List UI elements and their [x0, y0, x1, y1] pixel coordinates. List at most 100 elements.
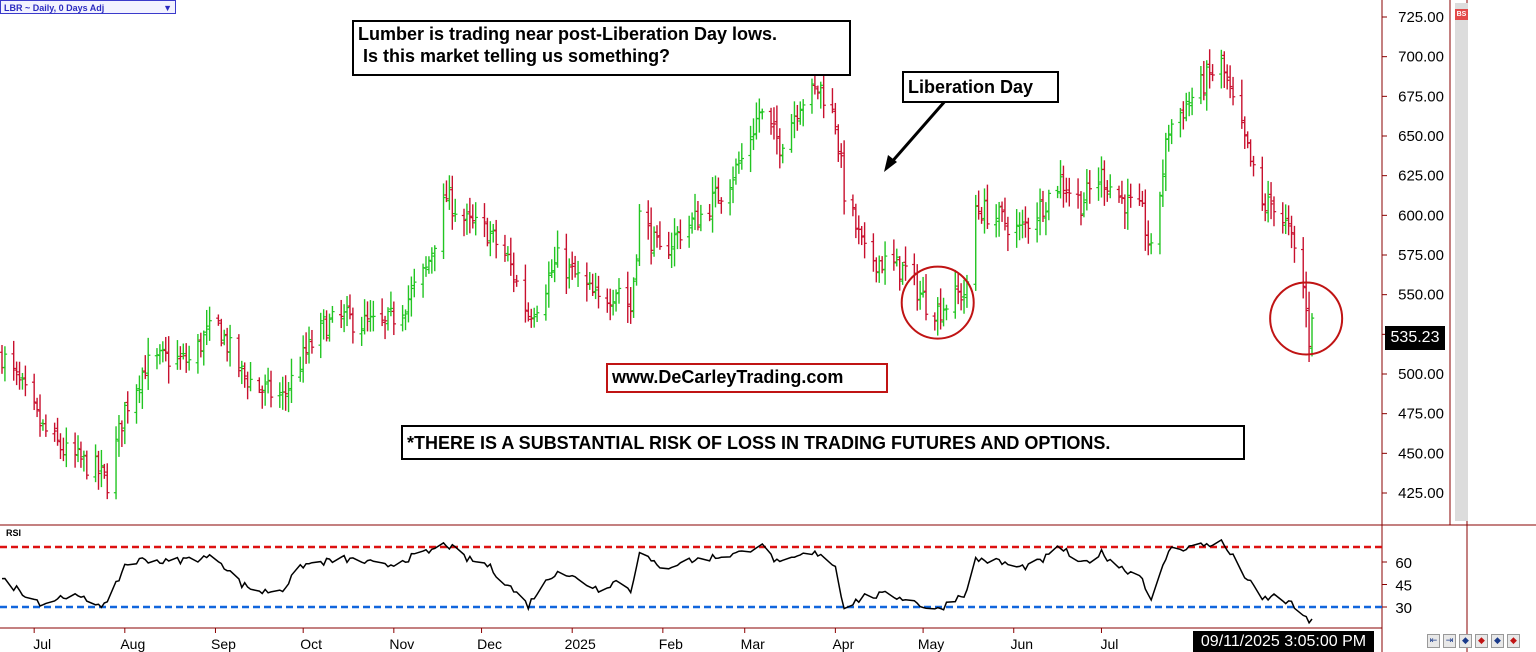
ohlc-bar: [1026, 217, 1031, 244]
rsi-tick-label: 45: [1395, 578, 1412, 595]
ohlc-bar: [473, 202, 478, 236]
ohlc-bar: [146, 337, 151, 390]
ohlc-bar: [309, 329, 315, 354]
ohlc-bar: [1186, 91, 1192, 117]
ohlc-bar: [634, 254, 639, 286]
ohlc-bar: [321, 309, 326, 340]
diamond-icon[interactable]: ◆: [1491, 634, 1504, 648]
price-tick-label: 575.00: [1398, 247, 1444, 264]
rsi-tick-label: 60: [1395, 555, 1412, 572]
ohlc-bar: [739, 143, 744, 170]
ohlc-bar: [488, 221, 493, 257]
ohlc-bar: [447, 175, 452, 210]
ohlc-bar: [1058, 160, 1063, 199]
diamond-icon[interactable]: ◆: [1507, 634, 1520, 648]
price-tick-label: 500.00: [1398, 366, 1444, 383]
ohlc-bar: [999, 201, 1005, 222]
ohlc-bar: [961, 279, 967, 314]
ohlc-bar: [201, 330, 206, 366]
ohlc-bar: [23, 365, 28, 397]
price-tick-label: 550.00: [1398, 287, 1444, 304]
ohlc-bar: [1207, 49, 1212, 89]
ohlc-bar: [113, 426, 119, 500]
ohlc-bar: [432, 245, 437, 272]
ohlc-bar: [444, 180, 449, 203]
ohlc-bar: [1119, 180, 1125, 204]
website-label[interactable]: www.DeCarleyTrading.com: [606, 363, 888, 393]
ohlc-bar: [552, 246, 557, 283]
ohlc-bar: [412, 268, 417, 298]
ohlc-bar: [75, 435, 81, 463]
ohlc-bar: [84, 450, 89, 480]
ohlc-bar: [105, 463, 110, 500]
first-icon[interactable]: ⇤: [1427, 634, 1440, 648]
price-tick-label: 650.00: [1398, 128, 1444, 145]
price-tick-label: 450.00: [1398, 445, 1444, 462]
ohlc-bar: [567, 258, 572, 289]
ohlc-bar: [1225, 64, 1230, 90]
ohlc-bar: [1046, 189, 1052, 221]
headline-line-2: Is this market telling us something?: [358, 46, 671, 66]
price-tick-label: 600.00: [1398, 207, 1444, 224]
ohlc-bar: [2, 346, 8, 382]
ohlc-bar: [654, 225, 660, 248]
back-icon[interactable]: ⇥: [1443, 634, 1456, 648]
ohlc-bar: [862, 222, 867, 259]
ohlc-bar: [260, 385, 265, 409]
callout-circle: [1269, 281, 1344, 356]
ohlc-bar: [976, 190, 981, 220]
ohlc-bar: [526, 302, 531, 322]
ohlc-bar: [365, 301, 370, 332]
ohlc-bar: [1166, 124, 1171, 152]
ohlc-bar: [330, 305, 335, 323]
ohlc-bar: [628, 287, 633, 324]
callout-circle: [900, 265, 975, 340]
ohlc-bar: [1122, 194, 1128, 230]
ohlc-bar: [648, 207, 654, 265]
triangle-down-icon[interactable]: ▼: [163, 3, 172, 13]
ohlc-bar: [1005, 216, 1011, 252]
ohlc-bar: [777, 128, 783, 169]
ohlc-bar: [102, 463, 107, 479]
ohlc-bar: [534, 305, 540, 323]
price-tick-label: 700.00: [1398, 49, 1444, 66]
ohlc-bar: [461, 208, 467, 237]
ohlc-bar: [1108, 174, 1113, 199]
ohlc-bar: [795, 104, 800, 131]
symbol-selector[interactable]: LBR ~ Daily, 0 Days Adj ▼: [0, 0, 176, 14]
ohlc-bar: [531, 307, 537, 328]
ohlc-bar: [163, 336, 168, 362]
ohlc-bar: [710, 177, 715, 233]
ohlc-bar: [730, 166, 736, 204]
ohlc-bar: [184, 343, 189, 373]
ohlc-bar: [1242, 116, 1247, 149]
diamond-icon[interactable]: ◆: [1459, 634, 1472, 648]
ohlc-bar: [1084, 169, 1090, 211]
price-tick-label: 475.00: [1398, 406, 1444, 423]
ohlc-bar: [52, 422, 57, 442]
ohlc-bar: [227, 324, 233, 367]
ohlc-bar: [850, 194, 856, 217]
ohlc-bar: [116, 415, 122, 457]
ohlc-bar: [651, 226, 657, 257]
price-scrollbar[interactable]: [1455, 3, 1468, 521]
ohlc-bar: [216, 314, 221, 326]
ohlc-bar: [93, 444, 98, 483]
ohlc-bar: [55, 417, 60, 446]
symbol-label: LBR ~ Daily, 0 Days Adj: [4, 3, 105, 13]
ohlc-bar: [587, 271, 592, 290]
ohlc-bar: [812, 76, 818, 95]
ohlc-bar: [833, 102, 838, 135]
ohlc-bar: [154, 348, 160, 370]
ohlc-bar: [935, 297, 940, 336]
bs-badge[interactable]: BS: [1455, 9, 1468, 20]
ohlc-bar: [727, 179, 733, 216]
ohlc-bar: [257, 377, 262, 394]
ohlc-bar: [338, 299, 344, 329]
ohlc-bar: [1268, 182, 1274, 220]
ohlc-bar: [99, 449, 104, 488]
diamond-icon[interactable]: ◆: [1475, 634, 1488, 648]
ohlc-bar: [391, 301, 397, 336]
